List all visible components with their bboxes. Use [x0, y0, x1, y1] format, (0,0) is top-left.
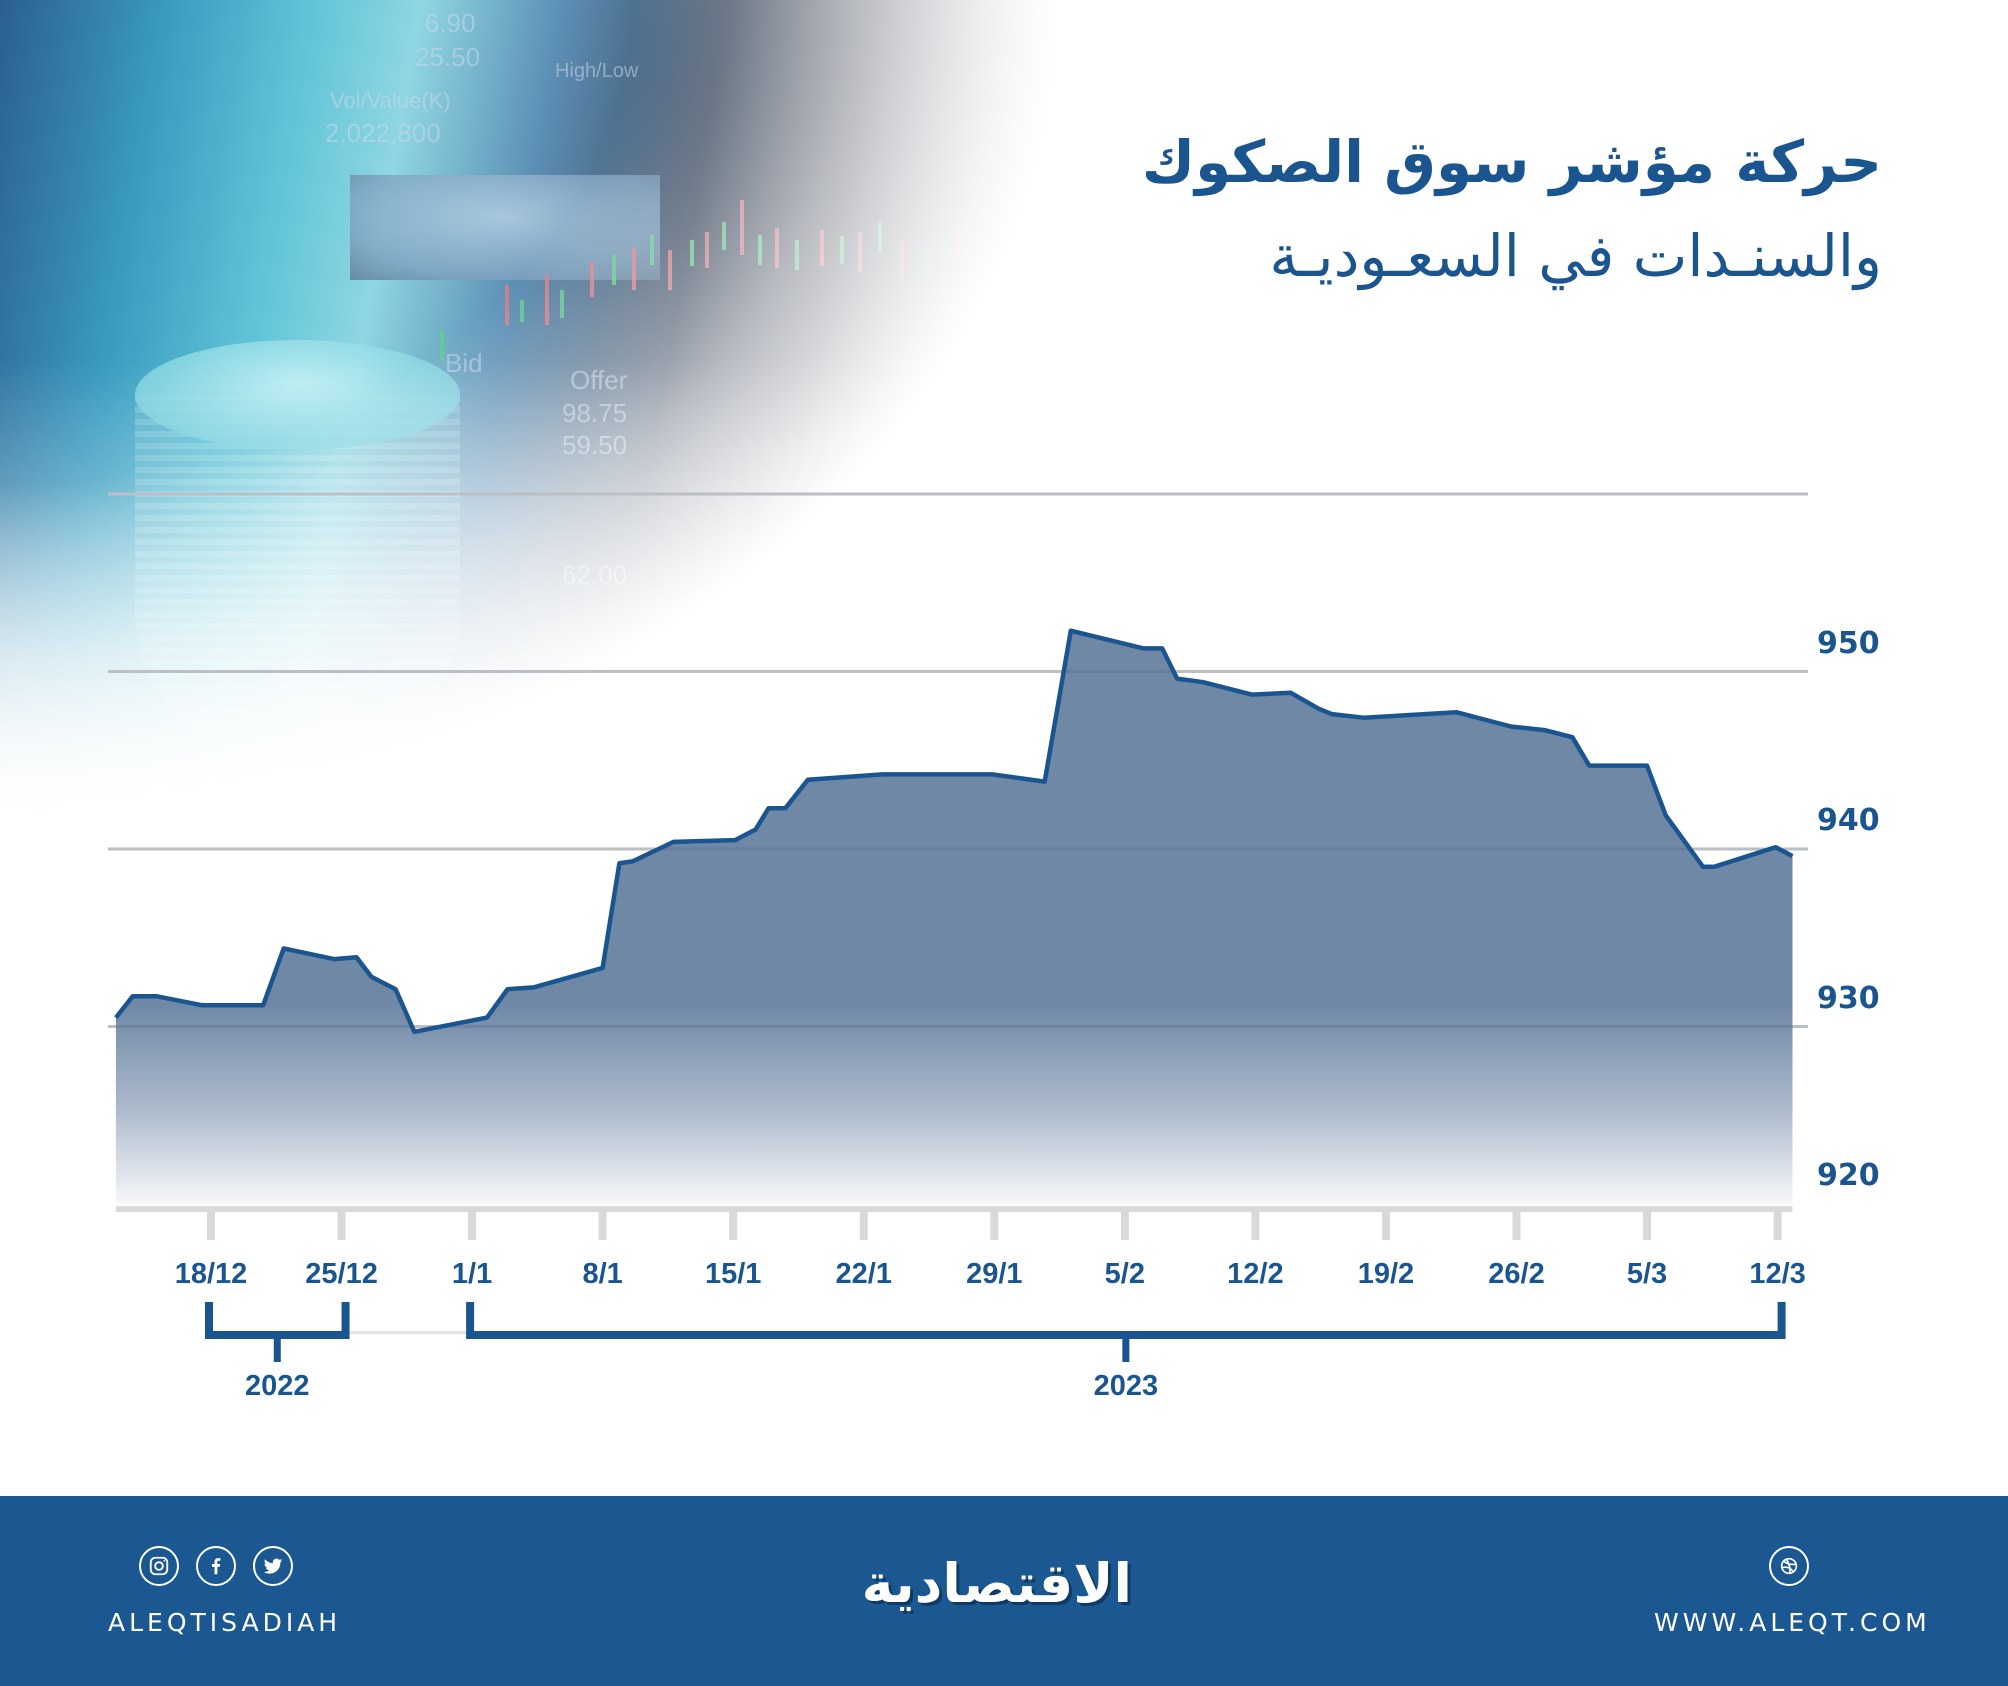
x-tick-label: 15/1: [704, 1258, 762, 1290]
x-tick-label: 12/3: [1749, 1258, 1806, 1290]
website-link[interactable]: WWW.ALEQT.COM: [1654, 1608, 1931, 1637]
x-axis: [115, 1206, 1793, 1240]
year-label: 2023: [1093, 1370, 1159, 1402]
instagram-icon[interactable]: [139, 1546, 179, 1586]
footer: ALEQTISADIAH الاقتصادية WWW.ALEQT.COM: [0, 1496, 2008, 1686]
x-tick-label: 19/2: [1357, 1258, 1415, 1290]
twitter-icon[interactable]: [253, 1546, 293, 1586]
x-tick-label: 5/2: [1104, 1258, 1145, 1290]
y-tick-label: 950: [1817, 625, 1880, 661]
x-tick: [337, 1210, 346, 1240]
x-tick: [1643, 1210, 1652, 1240]
x-tick-label: 5/3: [1626, 1258, 1668, 1290]
chart-title-line-1: حركة مؤشر سوق الصكوك: [1141, 128, 1882, 196]
social-handle: ALEQTISADIAH: [108, 1608, 342, 1637]
y-tick-label: 940: [1817, 803, 1880, 838]
chart-title-line-2: والسنـدات في السعـوديـة: [1269, 222, 1882, 290]
x-tick: [1773, 1210, 1782, 1240]
year-brackets: [205, 1302, 1786, 1362]
background-photo: 6.90 25.50 Vol/Value(K) 2,022,800 Bid Of…: [0, 0, 1250, 900]
y-tick-label: 930: [1817, 980, 1880, 1016]
x-tick: [1120, 1210, 1129, 1240]
x-tick-label: 18/12: [174, 1258, 248, 1290]
x-tick-label: 25/12: [305, 1258, 378, 1290]
x-tick: [207, 1210, 215, 1240]
globe-icon[interactable]: [1769, 1546, 1809, 1586]
x-tick: [990, 1210, 999, 1240]
year-bracket: [205, 1302, 350, 1339]
x-tick-label: 22/1: [835, 1258, 892, 1290]
series-line: [114, 628, 1794, 1035]
x-tick-label: 1/1: [451, 1258, 493, 1290]
year-bracket: [466, 1302, 1786, 1339]
year-label: 2022: [245, 1370, 310, 1402]
y-tick-label: 920: [1817, 1158, 1880, 1193]
x-tick: [1251, 1210, 1260, 1240]
x-tick: [859, 1210, 868, 1240]
facebook-icon[interactable]: [196, 1546, 236, 1586]
grid-lines-overlay: [108, 492, 1808, 1028]
publication-logo: الاقتصادية: [861, 1552, 1132, 1615]
x-tick: [729, 1210, 738, 1240]
area-fill: [115, 630, 1793, 1204]
x-tick-label: 12/2: [1227, 1258, 1284, 1290]
x-tick: [468, 1210, 477, 1240]
x-tick: [598, 1210, 607, 1240]
x-tick-label: 26/2: [1488, 1258, 1545, 1290]
background-fade: [0, 0, 1250, 900]
x-tick: [1381, 1210, 1390, 1240]
x-axis-line: [115, 1206, 1793, 1212]
x-tick-label: 29/1: [966, 1258, 1023, 1290]
x-tick: [1512, 1210, 1521, 1240]
x-tick-label: 8/1: [582, 1258, 623, 1290]
